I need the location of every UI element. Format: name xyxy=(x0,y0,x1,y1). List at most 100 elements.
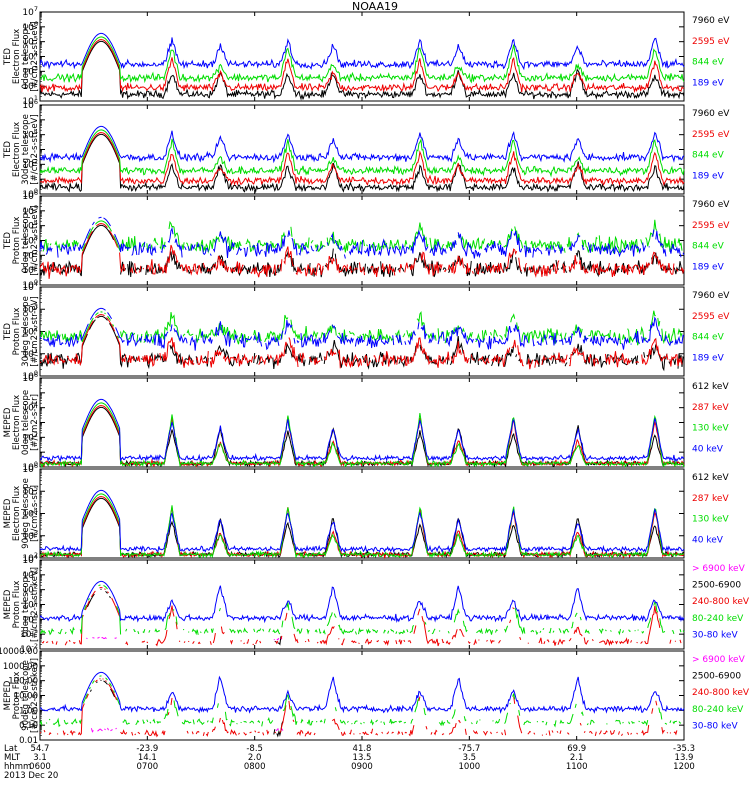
series-line-red xyxy=(39,39,685,94)
y-axis-label-line: TED xyxy=(3,47,13,66)
y-tick-exponent: 1 xyxy=(34,347,38,355)
y-axis-label-line: 0deg telescope xyxy=(21,572,31,637)
y-tick-exponent: 2 xyxy=(34,430,38,438)
legend-entry: 287 keV xyxy=(692,494,729,504)
series-line-red xyxy=(41,587,682,647)
legend-entry: 7960 eV xyxy=(692,16,730,26)
series-line-blue xyxy=(39,580,685,624)
y-tick-exponent: 4 xyxy=(34,507,38,515)
x-tick-hhmm: 1200 xyxy=(673,762,695,772)
y-tick-exponent: 2 xyxy=(34,325,38,333)
y-tick-exponent: 0 xyxy=(34,460,38,468)
series-line-red xyxy=(39,132,685,187)
panel-frame xyxy=(39,286,685,377)
series-line-blue xyxy=(39,216,685,259)
y-tick-exponent: 4 xyxy=(34,401,38,409)
y-tick-label: 107 xyxy=(22,5,38,18)
y-axis-label: TED Proton Flux 0deg telescope [#/cm2-s-str… xyxy=(3,205,40,275)
series-line-green xyxy=(39,129,685,178)
y-axis-label-line: TED xyxy=(3,231,13,250)
x-tick-mlt: 13.9 xyxy=(675,753,694,763)
series-line-magenta xyxy=(90,727,284,733)
y-axis-label: TED Electron Flux 30deg telescope [#/cm2-s-… xyxy=(3,114,40,185)
legend-entry: 844 eV xyxy=(692,333,725,343)
series-line-blue xyxy=(39,32,685,71)
y-tick-exponent: 3 xyxy=(34,568,38,576)
y-axis-label-line: 0deg telescope xyxy=(21,390,31,455)
legend-entry: 80-240 keV xyxy=(692,614,744,624)
legend-entry: 30-80 keV xyxy=(692,630,738,640)
y-tick-label: 1000.00 xyxy=(3,662,38,672)
series-line-blue xyxy=(39,398,685,463)
legend-entry: > 6900 keV xyxy=(692,564,746,574)
y-tick-exponent: 4 xyxy=(34,553,38,561)
y-axis-label-line: [#/cm2-s-str] xyxy=(30,485,40,542)
x-tick-lat: -23.9 xyxy=(136,744,158,754)
y-axis-label-line: TED xyxy=(3,322,13,341)
y-tick-exponent: 7 xyxy=(34,5,38,13)
legend-entry: 240-800 keV xyxy=(692,597,750,607)
legend-entry: 40 keV xyxy=(692,535,724,545)
y-tick-exponent: 2 xyxy=(34,248,38,256)
y-tick-label: 1.00 xyxy=(19,706,38,716)
legend-entry: 2595 eV xyxy=(692,221,730,231)
x-tick-hhmm: 0900 xyxy=(351,762,373,772)
y-tick-exponent: 2 xyxy=(34,551,38,559)
x-tick-mlt: 13.5 xyxy=(353,753,372,763)
x-tick-lat: -8.5 xyxy=(246,744,263,754)
y-axis-label-line: [#/cm2-s-str-keV] xyxy=(30,658,40,733)
legend-entry: 2500-6900 xyxy=(692,581,741,591)
y-axis-label-line: 30deg telescope xyxy=(21,114,31,185)
series-line-blue xyxy=(39,489,685,554)
panel-8: 0.010.101.0010.00100.001000.0010000.00ME… xyxy=(0,647,750,746)
y-tick-exponent: 3 xyxy=(34,302,38,310)
legend-entry: 2595 eV xyxy=(692,37,730,47)
legend-entry: 80-240 keV xyxy=(692,705,744,715)
y-tick-exponent: 2 xyxy=(34,157,38,165)
y-axis-label-line: 30deg telescope xyxy=(21,296,31,367)
x-tick-lat: -35.3 xyxy=(673,744,695,754)
legend-entry: 2595 eV xyxy=(692,312,730,322)
series-line-green xyxy=(39,493,685,559)
series-line-black xyxy=(39,40,685,101)
x-tick-lat: 69.9 xyxy=(567,744,586,754)
y-tick-exponent: 0 xyxy=(34,612,38,620)
legend-entry: 612 keV xyxy=(692,382,729,392)
y-axis-label-line: 90deg telescope xyxy=(21,660,31,731)
legend-entry: 240-800 keV xyxy=(692,688,750,698)
y-tick-label: 0.01 xyxy=(19,736,38,746)
series-line-black xyxy=(39,133,685,194)
y-axis-label-line: [#/cm2-s-str] xyxy=(30,394,40,451)
y-tick-exponent: 2 xyxy=(34,79,38,87)
y-axis-label-line: 0deg telescope xyxy=(21,208,31,273)
y-axis-label: MEPED Proton Flux 90deg telescope [#/cm2-s-… xyxy=(3,658,40,733)
legend-entry: 189 eV xyxy=(692,353,725,363)
legend-entry: 287 keV xyxy=(692,403,729,413)
y-tick-label: 100.00 xyxy=(8,677,38,687)
x-tick-hhmm: 0700 xyxy=(137,762,159,772)
legend-entry: > 6900 keV xyxy=(692,655,746,665)
y-axis-label-line: Proton Flux xyxy=(12,672,22,720)
panel-frame xyxy=(39,377,685,468)
series-line-blue xyxy=(39,125,685,164)
y-tick-exponent: 3 xyxy=(34,64,38,72)
series-line-magenta xyxy=(86,636,283,641)
legend-entry: 7960 eV xyxy=(692,200,730,210)
y-tick-exponent: 4 xyxy=(34,219,38,227)
x-tick-hhmm: 1100 xyxy=(566,762,588,772)
y-tick-label: 10000.00 xyxy=(0,647,38,657)
y-axis-label-line: [#/cm2-s-str-eV] xyxy=(30,205,40,275)
y-tick-exponent: 2 xyxy=(34,583,38,591)
y-axis-label-line: Electron Flux xyxy=(12,122,22,177)
y-tick-exponent: 0 xyxy=(34,187,38,195)
legend-entry: 189 eV xyxy=(692,171,725,181)
y-axis-label: MEPED Proton Flux 0deg telescope [#/cm2-s-s… xyxy=(3,567,40,642)
x-tick-hhmm: 0800 xyxy=(244,762,266,772)
legend-entry: 844 eV xyxy=(692,58,725,68)
chart-title: NOAA19 xyxy=(352,0,398,13)
y-axis-label-line: [#/cm2-s-str-keV] xyxy=(30,567,40,642)
y-axis-label-line: [#/cm2-s-str-eV] xyxy=(30,21,40,91)
